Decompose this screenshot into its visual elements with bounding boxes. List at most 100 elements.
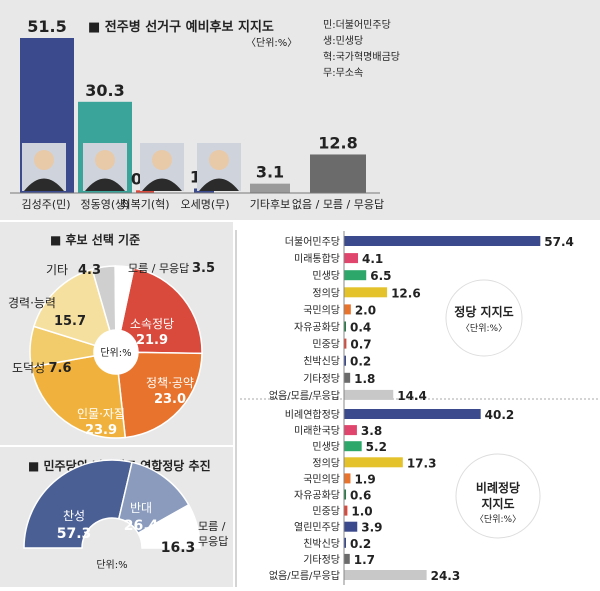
party-bar — [344, 321, 346, 332]
criteria-slice-label: 정책·공약 — [146, 375, 194, 390]
criteria-slice-value: 4.3 — [78, 263, 101, 278]
party-bar — [344, 355, 346, 366]
candidates-unit: 〈단위:%〉 — [246, 36, 297, 49]
party-label: 비례연합정당 — [285, 409, 340, 421]
criteria-slice — [119, 266, 203, 355]
party-label: 자유공화당 — [294, 322, 340, 334]
party-bar — [344, 457, 403, 468]
candidate-photo — [197, 143, 241, 191]
candidate-category-label: 기타후보 — [250, 198, 290, 211]
party-bar — [344, 338, 347, 349]
party-bar — [344, 389, 394, 400]
party-bar — [344, 270, 367, 281]
party-bar — [344, 441, 362, 452]
party-value-label: 1.0 — [351, 505, 372, 519]
party-value-label: 4.1 — [362, 252, 383, 266]
legend-item: 생:민생당 — [323, 35, 363, 47]
candidate-category-label: 김성주(민) — [21, 198, 70, 211]
party-bar — [344, 553, 350, 564]
party-bar — [344, 425, 357, 436]
candidate-category-label: 최복기(혁) — [120, 198, 169, 211]
party-label: 민중당 — [312, 506, 340, 518]
proportional-unit: 〈단위:%〉 — [475, 514, 521, 525]
coalition-slice — [23, 459, 133, 549]
party-bar — [344, 570, 427, 580]
candidate-value-label: 51.5 — [27, 17, 66, 36]
party-support-unit: 〈단위:%〉 — [461, 323, 507, 334]
party-value-label: 3.9 — [361, 521, 382, 535]
candidate-category-label: 없음 / 모름 / 무응답 — [292, 198, 384, 211]
party-value-label: 0.4 — [350, 321, 371, 335]
candidate-category-label: 오세명(무) — [180, 198, 229, 211]
party-label: 국민의당 — [303, 304, 340, 316]
party-label: 기타정당 — [303, 554, 340, 566]
party-value-label: 12.6 — [391, 286, 421, 300]
party-support-title: 정당 지지도 — [454, 304, 513, 319]
party-label: 민중당 — [312, 339, 340, 351]
party-label: 없음/모름/무응답 — [269, 389, 340, 402]
party-label: 정의당 — [312, 287, 340, 299]
candidate-bar — [136, 190, 154, 193]
candidate-photo — [83, 143, 127, 191]
criteria-title: ■ 후보 선택 기준 — [50, 232, 140, 247]
candidate-bar — [310, 154, 366, 193]
party-value-label: 24.3 — [431, 569, 461, 583]
criteria-slice-value: 3.5 — [192, 261, 215, 276]
legend-item: 혁:국가혁명배금당 — [323, 51, 400, 63]
party-value-label: 0.2 — [350, 537, 371, 551]
party-bar — [344, 521, 358, 532]
person-body-icon — [199, 178, 239, 191]
party-bar — [344, 372, 351, 383]
party-bar — [344, 473, 351, 484]
candidates-title: ■ 전주병 선거구 예비후보 지지도 — [88, 19, 274, 35]
criteria-center-label: 단위:% — [100, 346, 131, 359]
proportional-title-line1: 비례정당 — [476, 480, 520, 495]
party-value-label: 0.6 — [350, 489, 371, 503]
criteria-slice-value: 23.0 — [154, 392, 186, 407]
coalition-slice-value: 16.3 — [161, 540, 196, 556]
party-support-badge — [445, 279, 523, 357]
person-head-icon — [95, 150, 115, 170]
party-value-label: 1.9 — [354, 472, 375, 486]
party-label: 국민의당 — [303, 473, 340, 485]
party-value-label: 1.8 — [354, 372, 375, 386]
party-bar — [344, 304, 351, 315]
legend-item: 무:무소속 — [323, 67, 363, 79]
criteria-slice-value: 23.9 — [85, 423, 117, 438]
coalition-center-label: 단위:% — [96, 558, 127, 571]
party-value-label: 14.4 — [397, 389, 427, 403]
candidate-value-label: 3.1 — [256, 163, 284, 182]
party-bar — [344, 287, 388, 298]
coalition-slice-label: 반대 — [130, 501, 152, 515]
party-value-label: 40.2 — [485, 408, 515, 422]
party-label: 기타정당 — [303, 373, 340, 385]
party-value-label: 2.0 — [355, 303, 376, 317]
criteria-slice-label: 소속정당 — [130, 317, 174, 331]
criteria-slice-value: 7.6 — [48, 361, 71, 376]
criteria-slice-label: 모름 / 무응답 — [128, 262, 189, 275]
person-body-icon — [24, 178, 64, 191]
party-bar — [344, 537, 346, 548]
candidate-bar — [250, 183, 290, 193]
candidate-photo — [140, 143, 184, 191]
proportional-title-line2: 지지도 — [481, 496, 514, 511]
person-head-icon — [34, 150, 54, 170]
party-label: 민생당 — [312, 270, 340, 282]
party-value-label: 0.7 — [350, 338, 371, 352]
legend-item: 민:더불어민주당 — [323, 19, 391, 31]
candidate-category-label: 정동영(생) — [80, 198, 129, 211]
party-label: 친박신당 — [303, 356, 340, 368]
party-label: 친박신당 — [303, 538, 340, 550]
person-head-icon — [209, 150, 229, 170]
party-value-label: 1.7 — [354, 553, 375, 567]
coalition-slice — [137, 503, 201, 549]
proportional-badge — [455, 453, 541, 539]
party-value-label: 57.4 — [544, 235, 574, 249]
party-bar — [344, 236, 541, 246]
party-label: 민생당 — [312, 441, 340, 453]
party-label: 정의당 — [312, 457, 340, 469]
candidate-value-label: 12.8 — [318, 133, 357, 152]
criteria-center — [94, 330, 138, 374]
